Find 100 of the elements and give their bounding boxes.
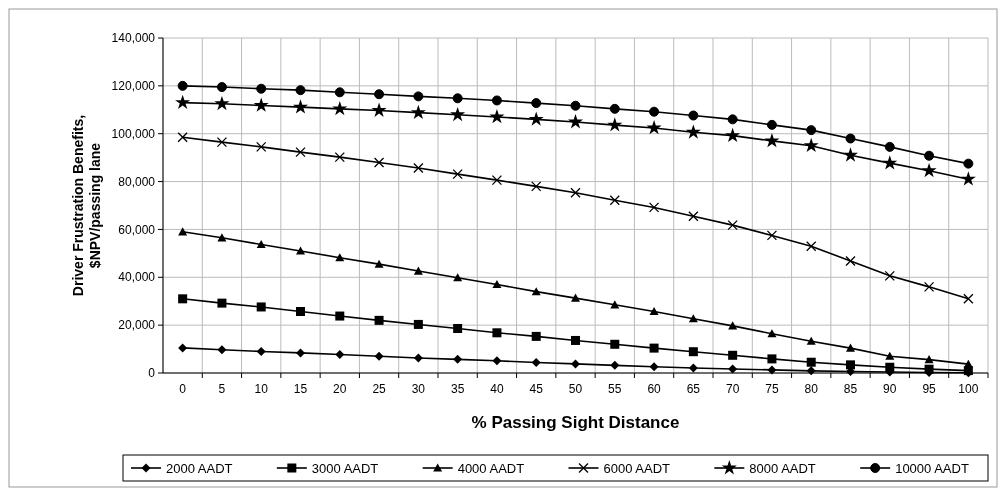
point [607,117,623,132]
point [295,146,306,158]
x-tick-label: 20 [333,382,347,396]
point [295,85,306,96]
point [217,233,227,242]
legend-label: 10000 AADT [895,460,969,476]
point [960,171,976,186]
legend-label: 4000 AADT [457,460,525,476]
point [649,343,659,353]
point [528,111,544,126]
point [256,346,266,356]
point [292,99,309,114]
point [452,169,463,180]
point [924,355,934,364]
x-tick-label: 55 [608,382,622,396]
point [256,83,267,94]
point [531,357,541,367]
point [178,343,188,353]
y-tick-label: 20,000 [118,318,156,333]
point [766,119,777,130]
point [648,202,660,213]
x-tick-label: 5 [218,382,226,396]
point [217,345,227,355]
point [413,162,424,174]
point [374,89,385,100]
point [256,302,266,312]
point [332,100,348,116]
point [531,181,542,192]
x-tick-label: 90 [883,382,897,396]
point [453,323,463,333]
point [296,246,305,255]
point [531,98,542,109]
point [178,294,188,304]
point [649,106,660,117]
point [373,157,385,168]
point [374,259,384,268]
point [806,357,816,367]
point [335,350,345,360]
point [688,110,699,121]
point [882,155,898,170]
point [571,293,580,302]
point [334,152,345,163]
point [178,227,188,236]
point [646,120,662,135]
point [845,255,856,267]
point [884,141,895,152]
point [374,351,384,361]
point [253,97,269,112]
point [610,360,620,370]
point [725,127,741,143]
y-axis-title: Driver Frustration Benefits, $NPV/passing lane [70,114,103,297]
point [177,132,188,143]
point [806,241,817,252]
y-tick-label: 40,000 [118,270,156,285]
point [610,300,620,309]
x-tick-label: 35 [450,382,465,396]
point [727,114,738,125]
point [567,114,584,129]
point [175,94,191,109]
point [371,102,387,117]
point [413,319,423,329]
y-tick-label: 60,000 [118,222,156,237]
point [177,80,188,91]
x-tick-label: 80 [804,382,819,396]
point [923,281,935,293]
x-tick-label: 95 [922,382,937,396]
point [413,353,423,363]
point [688,314,698,323]
x-tick-label: 15 [293,382,308,396]
point [452,93,463,104]
legend-label: 3000 AADT [311,460,379,476]
x-tick-label: 40 [490,382,504,396]
point [764,133,780,148]
point [924,150,935,161]
point [688,363,698,373]
point [688,211,699,222]
point [884,270,895,281]
x-tick-label: 50 [568,382,583,396]
x-tick-label: 85 [843,382,858,396]
point [489,109,505,124]
point [685,124,701,139]
point [410,104,426,120]
y-tick-label: 140,000 [111,31,156,46]
x-tick-label: 70 [725,382,740,396]
legend-label: 2000 AADT [166,460,233,476]
x-tick-label: 10 [254,382,269,396]
point [842,147,859,162]
point [728,350,738,360]
point [491,174,503,186]
y-tick-label: 120,000 [111,79,156,94]
point [217,298,227,308]
point [806,366,816,376]
point [570,100,581,111]
y-tick-label: 100,000 [111,126,156,141]
point [963,293,974,304]
point [256,240,266,249]
point [846,343,855,352]
point [413,91,424,102]
x-tick-label: 25 [372,382,387,396]
point [296,348,305,358]
